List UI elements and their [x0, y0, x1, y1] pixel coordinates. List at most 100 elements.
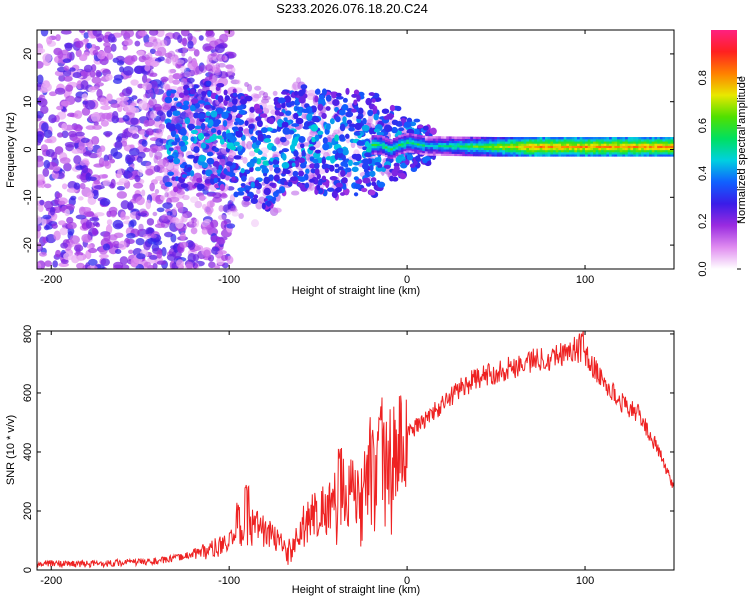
spectrogram-cell: [143, 93, 148, 99]
spectrogram-cell: [217, 155, 223, 160]
spectrogram-cell: [427, 153, 431, 156]
spectrogram-cell: [229, 194, 236, 203]
spectrogram-cell: [169, 99, 178, 106]
spectrogram-cell: [491, 143, 495, 146]
spectrogram-cell: [238, 109, 246, 115]
spectrogram-cell: [456, 151, 460, 154]
spectrogram-cell: [248, 126, 254, 135]
spectrogram-cell: [630, 141, 634, 144]
spectrogram-cell: [531, 139, 535, 142]
spectrogram-cell: [382, 142, 386, 145]
spectrogram-cell: [210, 128, 217, 134]
spectrogram-cell: [483, 154, 487, 157]
spectrogram-cell: [322, 143, 330, 151]
spectrogram-cell: [398, 137, 402, 140]
spectrogram-cell: [58, 200, 66, 205]
spectrogram-cell: [627, 145, 631, 149]
spectrogram-cell: [164, 96, 173, 104]
spectrogram-cell: [579, 143, 583, 146]
spectrogram-cell: [96, 88, 103, 98]
spectrogram-cell: [177, 204, 184, 214]
spectrogram-cell: [43, 200, 54, 210]
spectrogram-cell: [395, 136, 399, 139]
spectrogram-cell: [582, 139, 586, 142]
spectrogram-cell: [486, 145, 490, 148]
spectrogram-cell: [42, 53, 52, 63]
spectrogram-cell: [512, 141, 516, 144]
spectrogram-cell: [387, 156, 391, 159]
spectrogram-cell: [422, 135, 426, 138]
spectrogram-cell: [203, 219, 212, 224]
spectrogram-cell: [197, 132, 205, 141]
spectrogram-cell: [356, 140, 365, 146]
spectrogram-cell: [504, 149, 508, 153]
spectrogram-cell: [398, 152, 402, 155]
spectrogram-cell: [526, 149, 530, 153]
spectrogram-cell: [603, 147, 607, 151]
spectrogram-cell: [148, 30, 159, 36]
spectrogram-cell: [617, 145, 621, 149]
spectrogram-cell: [665, 137, 669, 140]
spectrogram-cell: [544, 137, 548, 140]
spectrogram-cell: [598, 141, 602, 144]
spectrogram-cell: [641, 154, 645, 157]
spectrogram-cell: [234, 117, 241, 122]
spectrogram-cell: [424, 151, 428, 154]
spectrogram-cell: [646, 143, 650, 146]
spectrogram-cell: [183, 100, 190, 106]
spectrogram-cell: [593, 145, 597, 149]
spectrogram-cell: [379, 145, 383, 149]
spectrogram-cell: [409, 163, 416, 169]
spectrogram-cell: [566, 143, 570, 146]
spectrogram-cell: [94, 212, 105, 217]
spectrogram-cell: [422, 125, 429, 131]
spectrogram-cell: [188, 219, 193, 225]
spectrogram-cell: [143, 119, 150, 127]
spectrogram-cell: [566, 154, 570, 157]
spectrogram-cell: [368, 189, 376, 196]
spectrogram-cell: [606, 137, 610, 140]
spectrogram-cell: [614, 152, 618, 155]
spectrogram-cell: [542, 152, 546, 155]
spectrogram-cell: [550, 152, 554, 155]
spectrogram-cell: [470, 140, 474, 144]
spectrogram-cell: [569, 154, 573, 157]
spectrogram-cell: [130, 79, 139, 86]
spectrogram-cell: [657, 147, 661, 151]
spectrogram-cell: [379, 139, 383, 142]
spectrogram-cell: [593, 152, 597, 155]
spectrogram-cell: [483, 139, 487, 142]
spectrogram-cell: [547, 145, 551, 149]
spectrogram-cell: [665, 147, 669, 151]
spectrogram-cell: [389, 104, 396, 112]
spectrogram-cell: [496, 137, 500, 140]
spectrogram-cell: [353, 99, 358, 106]
spectrogram-cell: [194, 102, 201, 109]
spectrogram-cell: [662, 137, 666, 140]
spectrogram-cell: [221, 111, 229, 119]
spectrogram-cell: [299, 143, 305, 149]
spectrogram-cell: [309, 163, 316, 169]
spectrogram-cell: [387, 141, 391, 144]
spectrogram-cell: [393, 165, 400, 172]
spectrogram-cell: [649, 139, 653, 142]
spectrogram-cell: [168, 69, 175, 74]
spectrogram-cell: [408, 133, 412, 136]
spectrogram-cell: [244, 95, 253, 102]
spectrogram-cell: [254, 85, 262, 91]
spectrogram-cell: [392, 155, 396, 158]
spectrogram-cell: [467, 145, 471, 148]
spectrogram-cell: [539, 137, 543, 140]
spectrogram-cell: [577, 139, 581, 142]
spectrogram-cell: [464, 136, 468, 140]
spectrogram-cell: [507, 139, 511, 142]
spectrogram-cell: [154, 86, 160, 95]
spectrogram-cell: [272, 90, 278, 96]
spectrogram-cell: [424, 131, 430, 137]
spectrogram-cell: [494, 141, 498, 144]
colorbar-tick-label: 0.2: [697, 214, 709, 229]
spectrogram-cell: [651, 154, 655, 157]
spectrogram-cell: [172, 73, 181, 80]
spectrogram-cell: [480, 138, 484, 142]
spectrogram-cell: [379, 135, 383, 138]
